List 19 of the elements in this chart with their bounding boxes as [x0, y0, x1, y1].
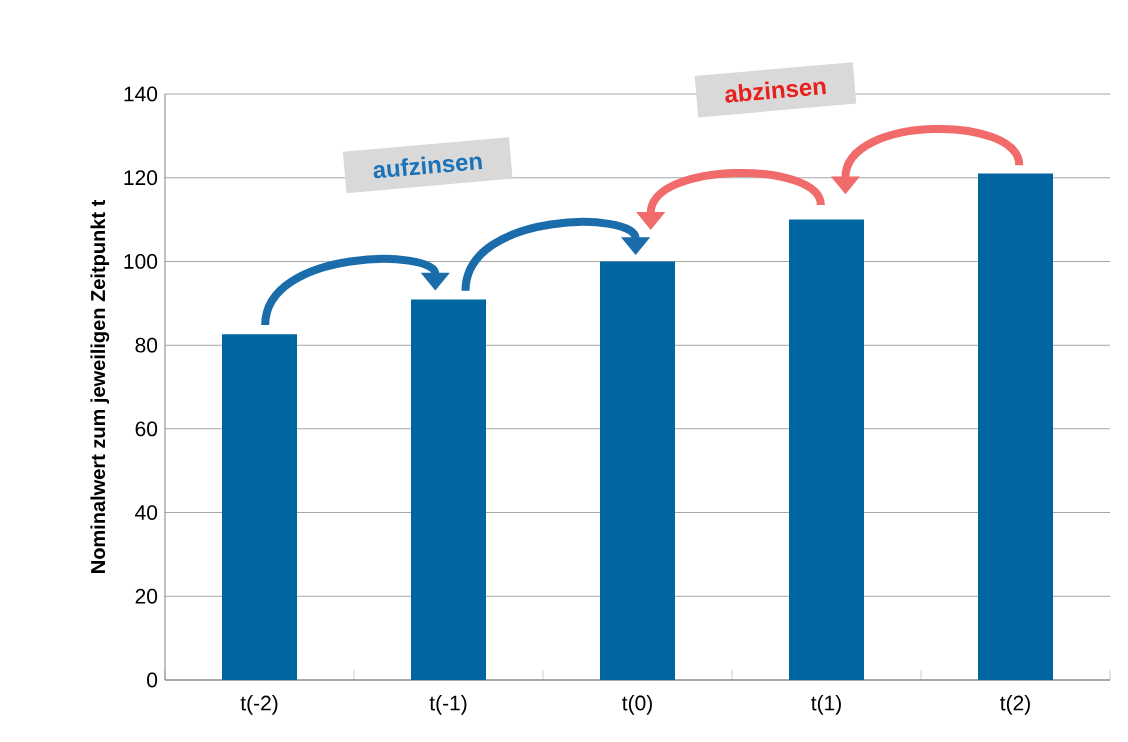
bar	[222, 334, 298, 680]
x-tick-label: t(0)	[622, 695, 652, 715]
y-tick-label: 80	[135, 337, 158, 353]
x-tick-label: t(-2)	[240, 695, 278, 715]
y-tick-label: 0	[147, 672, 158, 688]
x-tick-label: t(1)	[811, 695, 841, 715]
annotation: abzinsen	[725, 81, 826, 103]
bar	[411, 299, 487, 680]
bar	[789, 219, 864, 680]
x-tick-label: t(2)	[1000, 695, 1030, 715]
y-tick-label: 60	[135, 421, 158, 437]
y-tick-label: 100	[124, 253, 158, 269]
y-tick-label: 140	[124, 86, 158, 102]
y-tick-label: 20	[135, 588, 158, 604]
annotation: aufzinsen	[373, 156, 483, 179]
x-tick-label: t(-1)	[429, 695, 467, 715]
y-axis-title: Nominalwert zum jeweiligen Zeitpunkt t	[90, 199, 110, 573]
y-tick-label: 40	[135, 505, 158, 521]
y-tick-label: 120	[124, 170, 158, 186]
